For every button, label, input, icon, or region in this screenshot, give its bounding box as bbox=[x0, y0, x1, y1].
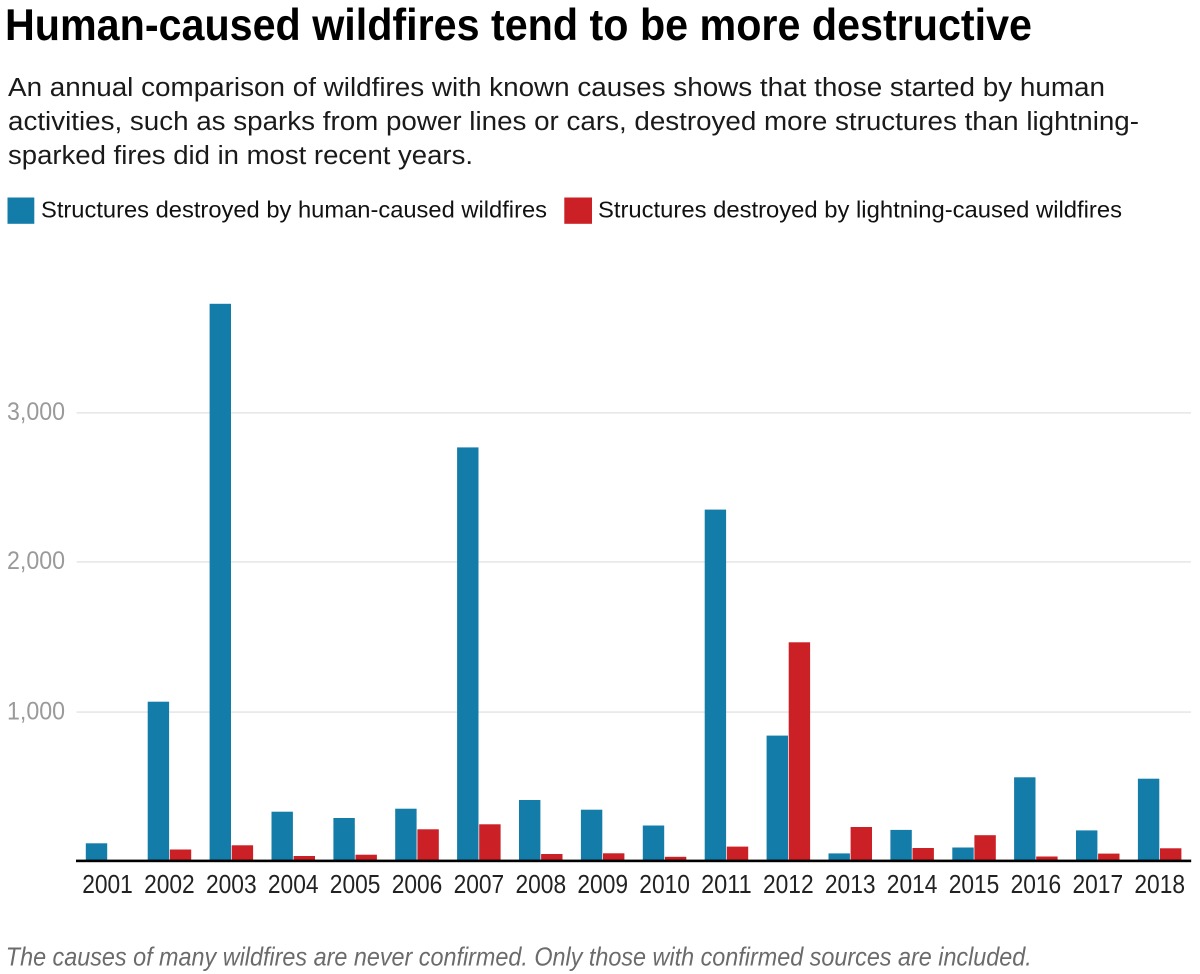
svg-text:1,000: 1,000 bbox=[7, 697, 65, 725]
svg-text:Structures destroyed by lightn: Structures destroyed by lightning-caused… bbox=[598, 197, 1122, 223]
svg-text:2006: 2006 bbox=[392, 869, 443, 899]
svg-text:Human-caused wildfires tend to: Human-caused wildfires tend to be more d… bbox=[5, 1, 1032, 50]
svg-text:2010: 2010 bbox=[639, 869, 690, 899]
svg-text:3,000: 3,000 bbox=[7, 398, 65, 426]
svg-text:2005: 2005 bbox=[330, 869, 381, 899]
svg-text:2011: 2011 bbox=[701, 869, 752, 899]
svg-text:2009: 2009 bbox=[577, 869, 628, 899]
svg-text:Structures destroyed by human-: Structures destroyed by human-caused wil… bbox=[41, 197, 547, 223]
svg-text:sparked fires did in most rece: sparked fires did in most recent years. bbox=[8, 140, 473, 170]
svg-text:2002: 2002 bbox=[144, 869, 195, 899]
svg-text:The causes of many wildfires a: The causes of many wildfires are never c… bbox=[6, 941, 1032, 971]
svg-text:2001: 2001 bbox=[82, 869, 133, 899]
svg-text:2018: 2018 bbox=[1134, 869, 1185, 899]
svg-text:2008: 2008 bbox=[516, 869, 567, 899]
svg-text:2003: 2003 bbox=[206, 869, 257, 899]
svg-text:An annual comparison of wildfi: An annual comparison of wildfires with k… bbox=[8, 72, 1105, 102]
svg-text:2014: 2014 bbox=[887, 869, 938, 899]
svg-text:2004: 2004 bbox=[268, 869, 319, 899]
svg-text:2013: 2013 bbox=[825, 869, 876, 899]
svg-text:2016: 2016 bbox=[1011, 869, 1062, 899]
svg-text:activities, such as sparks fro: activities, such as sparks from power li… bbox=[8, 106, 1139, 136]
svg-text:2015: 2015 bbox=[949, 869, 1000, 899]
svg-text:2017: 2017 bbox=[1073, 869, 1124, 899]
svg-text:2,000: 2,000 bbox=[7, 547, 65, 575]
svg-text:2007: 2007 bbox=[454, 869, 505, 899]
svg-text:2012: 2012 bbox=[763, 869, 814, 899]
